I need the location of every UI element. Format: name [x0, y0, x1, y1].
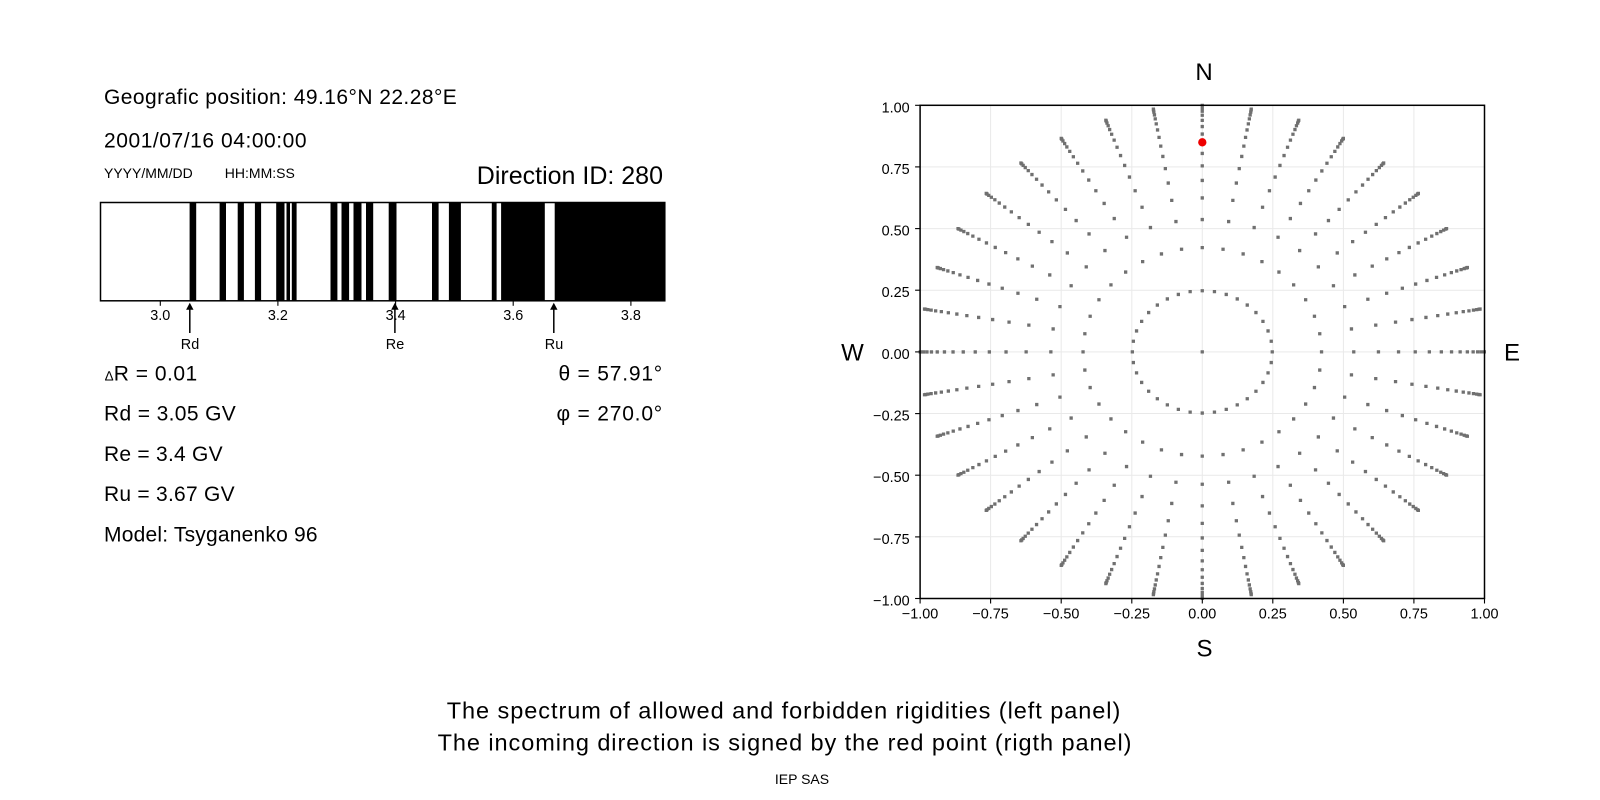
svg-text:−0.50: −0.50: [873, 470, 909, 486]
svg-text:Ru: Ru: [545, 337, 563, 353]
svg-text:−0.75: −0.75: [972, 607, 1008, 623]
svg-text:The spectrum of allowed and fo: The spectrum of allowed and forbidden ri…: [447, 698, 1122, 724]
svg-text:−0.25: −0.25: [873, 409, 909, 425]
svg-text:−1.00: −1.00: [873, 594, 909, 610]
svg-text:0.50: 0.50: [1329, 607, 1357, 623]
svg-text:Ru = 3.67 GV: Ru = 3.67 GV: [104, 483, 235, 506]
svg-text:IEP SAS: IEP SAS: [775, 771, 829, 787]
svg-text:0.25: 0.25: [1259, 607, 1287, 623]
svg-text:HH:MM:SS: HH:MM:SS: [225, 165, 295, 181]
svg-text:The incoming direction is sign: The incoming direction is signed by the …: [438, 730, 1133, 756]
svg-text:1.00: 1.00: [882, 100, 910, 116]
svg-text:Re: Re: [386, 337, 404, 353]
svg-text:3.2: 3.2: [268, 308, 288, 324]
svg-text:2001/07/16 04:00:00: 2001/07/16 04:00:00: [104, 130, 307, 153]
svg-text:−0.50: −0.50: [1043, 607, 1079, 623]
svg-text:Rd = 3.05 GV: Rd = 3.05 GV: [104, 403, 236, 426]
svg-text:∆R = 0.01: ∆R = 0.01: [105, 363, 198, 386]
svg-text:Model: Tsyganenko 96: Model: Tsyganenko 96: [104, 523, 318, 546]
svg-text:YYYY/MM/DD: YYYY/MM/DD: [104, 165, 193, 181]
svg-text:Direction ID: 280: Direction ID: 280: [477, 162, 663, 190]
svg-text:0.75: 0.75: [1400, 607, 1428, 623]
svg-text:−0.75: −0.75: [873, 532, 909, 548]
svg-text:3.6: 3.6: [503, 308, 523, 324]
svg-text:0.00: 0.00: [882, 347, 910, 363]
svg-text:W: W: [841, 339, 864, 366]
svg-text:0.75: 0.75: [882, 162, 910, 178]
svg-text:Geografic position: 49.16°N 22: Geografic position: 49.16°N 22.28°E: [104, 86, 457, 109]
svg-text:0.00: 0.00: [1188, 607, 1216, 623]
svg-text:Rd: Rd: [181, 337, 199, 353]
svg-text:−1.00: −1.00: [902, 607, 938, 623]
svg-text:φ = 270.0°: φ = 270.0°: [557, 403, 664, 426]
svg-text:3.8: 3.8: [621, 308, 641, 324]
svg-text:E: E: [1504, 339, 1520, 366]
svg-text:1.00: 1.00: [1470, 607, 1498, 623]
svg-text:θ = 57.91°: θ = 57.91°: [558, 363, 663, 386]
svg-text:N: N: [1195, 59, 1212, 86]
svg-text:S: S: [1196, 635, 1212, 662]
svg-text:−0.25: −0.25: [1114, 607, 1150, 623]
svg-text:0.50: 0.50: [882, 224, 910, 240]
svg-text:3.0: 3.0: [150, 308, 170, 324]
svg-text:Re = 3.4 GV: Re = 3.4 GV: [104, 443, 223, 466]
svg-text:0.25: 0.25: [882, 285, 910, 301]
